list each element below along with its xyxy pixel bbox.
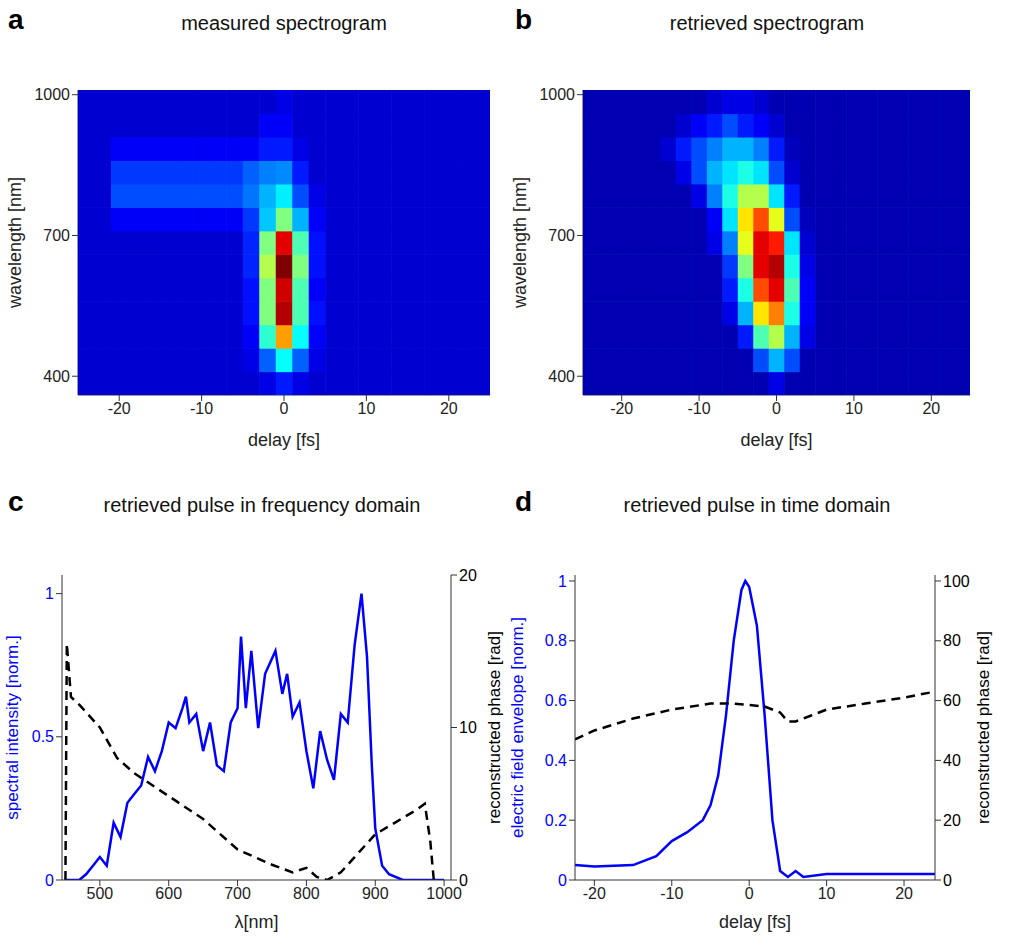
svg-text:0.5: 0.5: [32, 728, 54, 745]
svg-text:1: 1: [45, 585, 54, 602]
svg-text:900: 900: [362, 885, 389, 902]
svg-text:400: 400: [548, 368, 575, 385]
html-text:b: b: [515, 4, 533, 35]
svg-text:0: 0: [459, 872, 468, 889]
svg-text:20: 20: [943, 812, 961, 829]
svg-text:0: 0: [45, 872, 54, 889]
svg-text:0.8: 0.8: [545, 632, 567, 649]
svg-text:20: 20: [440, 400, 458, 417]
svg-text:1: 1: [558, 573, 567, 590]
svg-text:40: 40: [943, 752, 961, 769]
svg-text:spectral intensity [norm.]: spectral intensity [norm.]: [3, 635, 22, 819]
svg-text:electric field envelope [norm.: electric field envelope [norm.]: [508, 617, 527, 838]
html-text:c: c: [8, 486, 24, 517]
svg-text:80: 80: [943, 632, 961, 649]
svg-text:-10: -10: [660, 885, 683, 902]
svg-text:20: 20: [895, 885, 913, 902]
svg-text:0.4: 0.4: [545, 752, 567, 769]
svg-text:-10: -10: [688, 400, 711, 417]
svg-text:delay [fs]: delay [fs]: [740, 430, 812, 450]
svg-text:60: 60: [943, 692, 961, 709]
html-text:measured spectrogram: measured spectrogram: [181, 12, 387, 34]
svg-text:wavelength [nm]: wavelength [nm]: [510, 177, 530, 309]
svg-text:700: 700: [224, 885, 251, 902]
svg-text:reconstructed phase [rad]: reconstructed phase [rad]: [974, 631, 993, 824]
svg-text:10: 10: [358, 400, 376, 417]
svg-text:delay [fs]: delay [fs]: [248, 430, 320, 450]
svg-text:0: 0: [772, 400, 781, 417]
svg-text:-20: -20: [610, 400, 633, 417]
svg-text:-10: -10: [190, 400, 213, 417]
svg-text:0.2: 0.2: [545, 812, 567, 829]
svg-text:1000: 1000: [34, 86, 70, 103]
svg-text:600: 600: [155, 885, 182, 902]
svg-text:700: 700: [43, 227, 70, 244]
svg-text:1000: 1000: [426, 885, 462, 902]
svg-text:0.6: 0.6: [545, 692, 567, 709]
svg-text:0: 0: [943, 872, 952, 889]
html-text:retrieved pulse in time domain: retrieved pulse in time domain: [623, 494, 891, 516]
svg-text:10: 10: [818, 885, 836, 902]
svg-text:500: 500: [87, 885, 114, 902]
svg-text:wavelength [nm]: wavelength [nm]: [5, 177, 25, 309]
svg-text:20: 20: [922, 400, 940, 417]
svg-text:delay [fs]: delay [fs]: [719, 912, 791, 932]
svg-text:100: 100: [943, 573, 970, 590]
html-text:retrieved spectrogram: retrieved spectrogram: [669, 12, 865, 34]
svg-text:λ[nm]: λ[nm]: [234, 912, 278, 932]
svg-text:400: 400: [43, 368, 70, 385]
svg-text:-20: -20: [583, 885, 606, 902]
svg-text:10: 10: [845, 400, 863, 417]
html-text:d: d: [515, 486, 533, 517]
svg-text:700: 700: [548, 227, 575, 244]
svg-text:0: 0: [280, 400, 289, 417]
svg-text:20: 20: [459, 567, 477, 584]
html-text:a: a: [8, 4, 24, 35]
svg-text:1000: 1000: [539, 86, 575, 103]
svg-text:0: 0: [745, 885, 754, 902]
svg-text:10: 10: [459, 719, 477, 736]
svg-text:-20: -20: [108, 400, 131, 417]
svg-text:800: 800: [293, 885, 320, 902]
html-text:retrieved pulse in frequency d: retrieved pulse in frequency domain: [103, 494, 421, 516]
svg-text:0: 0: [558, 872, 567, 889]
svg-text:reconstructed phase [rad]: reconstructed phase [rad]: [485, 631, 504, 824]
